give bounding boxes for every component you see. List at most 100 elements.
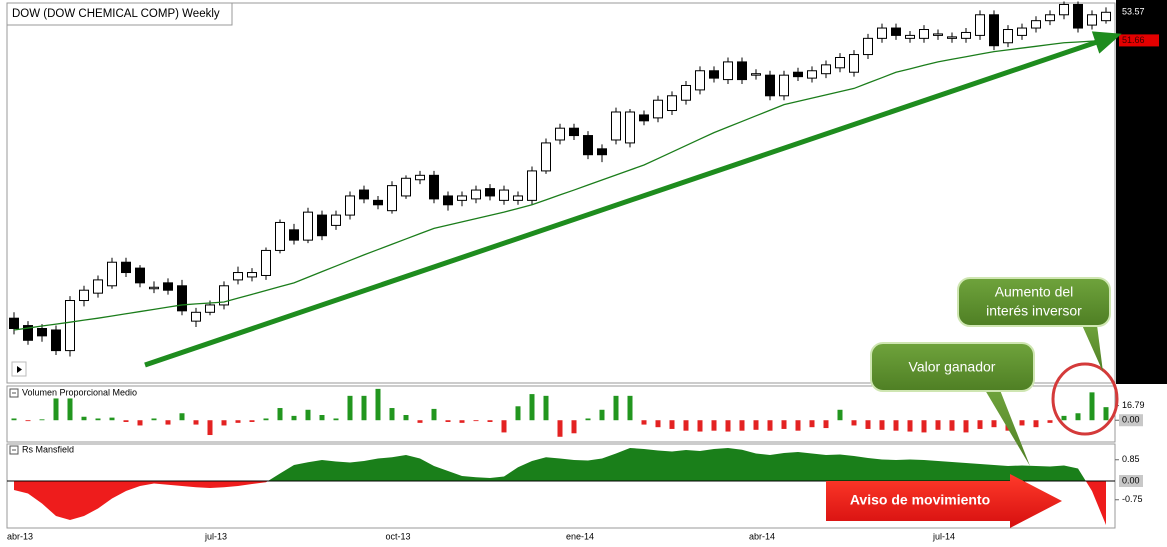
y-tick-label: 0.00 <box>1122 415 1140 425</box>
candle-body <box>863 37 873 56</box>
candle-body <box>947 36 957 39</box>
volume-bar <box>963 420 969 433</box>
rs-area-negative <box>14 481 1106 525</box>
candle-body <box>765 74 775 97</box>
volume-bar <box>81 416 87 421</box>
candle-body <box>835 56 845 69</box>
candle-body <box>527 170 537 201</box>
volume-bar <box>907 420 913 432</box>
candle-body <box>429 174 439 200</box>
candle-body <box>443 195 453 206</box>
candle-body <box>9 317 19 330</box>
volume-bar <box>753 420 759 430</box>
volume-bar <box>11 418 17 421</box>
candle-body <box>625 111 635 144</box>
volume-bar <box>193 420 199 425</box>
volume-bar <box>95 418 101 421</box>
trend-arrow <box>144 39 1098 368</box>
marks: abr-13 jul-13 oct-13 ene-14 abr-14 jul-14 53.5… <box>7 1 1159 541</box>
candle-body <box>1017 27 1027 36</box>
candle-body <box>387 185 397 212</box>
callout <box>870 342 1035 392</box>
candle-body <box>401 177 411 197</box>
volume-bar <box>683 420 689 431</box>
volume-bar <box>1033 420 1039 428</box>
candle-body <box>135 267 145 284</box>
volume-bar <box>137 420 143 426</box>
panel-title: Rs Mansfield <box>22 444 74 454</box>
candle-body <box>219 285 229 306</box>
volume-bar <box>151 418 157 421</box>
y-tick-label: -0.75 <box>1122 494 1143 504</box>
annotation: Valor ganador <box>909 359 996 375</box>
candle-body <box>989 14 999 47</box>
annotation: Aviso de movimiento <box>850 492 990 508</box>
volume-bar <box>669 420 675 429</box>
candle-body <box>667 95 677 112</box>
volume-bar <box>543 395 549 421</box>
volume-bar <box>935 420 941 430</box>
volume-bar <box>585 418 591 421</box>
candle-body <box>905 34 915 39</box>
candle-body <box>149 286 159 290</box>
volume-bar <box>515 406 521 421</box>
rs-area-positive <box>14 448 1106 481</box>
volume-bar <box>487 420 493 422</box>
candle-body <box>79 289 89 302</box>
volume-bar <box>1047 420 1053 423</box>
candle-body <box>737 61 747 81</box>
volume-bar <box>445 420 451 422</box>
volume-bar <box>809 420 815 428</box>
volume-bar <box>851 420 857 426</box>
candle-body <box>723 61 733 81</box>
volume-bar <box>417 420 423 423</box>
x-tick-label: abr-13 <box>7 531 33 541</box>
candle-body <box>23 325 33 341</box>
candle-body <box>499 189 509 201</box>
volume-bar <box>1089 392 1095 421</box>
candle-body <box>51 329 61 352</box>
volume-bar <box>837 409 843 421</box>
volume-bar <box>1061 415 1067 421</box>
volume-bar <box>865 420 871 429</box>
volume-bar <box>263 418 269 421</box>
volume-bar <box>403 415 409 421</box>
title-box <box>6 2 233 26</box>
volume-bar <box>165 420 171 425</box>
x-tick-label: abr-14 <box>749 531 775 541</box>
candle-body <box>191 311 201 322</box>
volume-bar <box>529 394 535 421</box>
candle-body <box>65 300 75 352</box>
volume-bar <box>697 420 703 432</box>
candle-body <box>877 27 887 39</box>
candle-body <box>1059 3 1069 16</box>
candle-body <box>583 135 593 156</box>
volume-bar <box>725 420 731 432</box>
candle-body <box>1045 14 1055 22</box>
candle-body <box>457 195 467 201</box>
annotation: interés inversor <box>986 303 1082 319</box>
annotation: Aumento del <box>995 284 1074 300</box>
candle-body <box>121 261 131 274</box>
trend-arrow-head <box>1091 31 1122 54</box>
volume-bar <box>333 418 339 421</box>
play-icon <box>17 366 22 373</box>
last-price-label: 53.57 <box>1122 7 1145 17</box>
candle-body <box>653 99 663 119</box>
candle-body <box>345 195 355 216</box>
candle-body <box>709 70 719 79</box>
candle-body <box>975 14 985 36</box>
volume-bar <box>1019 420 1025 426</box>
volume-bar <box>1103 407 1109 421</box>
candle-body <box>779 74 789 97</box>
volume-bar <box>977 420 983 429</box>
candle-body <box>317 214 327 237</box>
candle-body <box>177 285 187 312</box>
candle-body <box>611 111 621 141</box>
volume-bar <box>599 409 605 421</box>
volume-bar <box>389 408 395 421</box>
volume-bar <box>1075 413 1081 421</box>
candle-body <box>639 114 649 122</box>
candle-body <box>513 195 523 201</box>
x-tick-label: ene-14 <box>566 531 594 541</box>
